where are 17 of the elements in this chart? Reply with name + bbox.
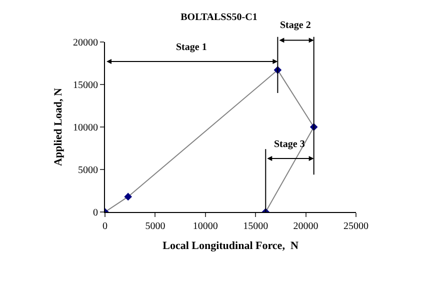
y-tick-label: 15000	[73, 80, 98, 91]
y-axis-title: Applied Load, N	[52, 88, 65, 166]
chart-title: BOLTALSS50-C1	[180, 12, 258, 23]
text: Stage 2	[280, 20, 311, 31]
y-tick-label: 20000	[73, 38, 98, 48]
x-tick-label: 15000	[243, 221, 268, 232]
y-tick-label: 5000	[78, 165, 98, 176]
annotation: Stage 1	[176, 42, 207, 53]
x-tick-label: 20000	[293, 221, 318, 232]
x-axis-title: Local Longitudinal Force, N	[162, 240, 298, 252]
x-tick-label: 0	[102, 221, 108, 232]
x-tick-label: 10000	[192, 221, 218, 232]
x-tick-label: 5000	[145, 221, 166, 232]
annotation: Stage 3	[274, 139, 305, 150]
y-tick-label: 0	[93, 208, 98, 218]
x-tick-label: 25000	[344, 221, 368, 232]
y-tick-label: 10000	[73, 122, 98, 134]
